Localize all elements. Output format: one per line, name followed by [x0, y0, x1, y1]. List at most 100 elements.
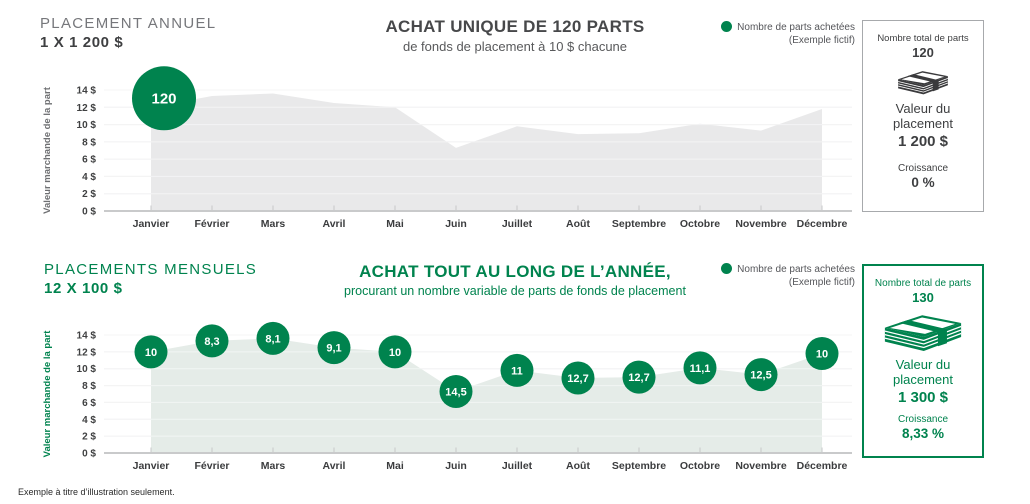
x-tick-label: Juin — [445, 218, 467, 230]
parts-bubble — [500, 353, 534, 387]
x-tick-label: Février — [194, 218, 229, 230]
parts-bubble — [256, 321, 290, 355]
parts-bubble-label: 12,5 — [750, 370, 771, 382]
y-tick-label: 6 $ — [82, 155, 96, 166]
growth-value: 0 % — [911, 175, 935, 191]
x-tick-label: Septembre — [612, 218, 666, 230]
x-tick-label: Avril — [323, 460, 346, 472]
legend-line1: Nombre de parts achetées — [692, 21, 855, 34]
growth-value: 8,33 % — [901, 425, 945, 441]
parts-bubble — [744, 358, 778, 392]
total-parts-label: Nombre total de parts — [874, 278, 972, 289]
legend-label: Nombre de parts achetées — [737, 22, 855, 33]
money-stack-icon — [874, 309, 972, 356]
annual-investment-chart: 0 $ 2 $ 4 $ 6 $ 8 $ 10 $ 12 $ 14 $ Valeur marcha… — [42, 66, 852, 230]
monthly-investments-chart: 0 $ 2 $ 4 $ 6 $ 8 $ 10 $ 12 $ 14 $ Valeur marcha… — [42, 321, 852, 472]
y-tick-label: 10 $ — [77, 364, 97, 375]
parts-bubble-label: 10 — [145, 347, 157, 359]
growth-label: Croissance — [897, 163, 949, 175]
parts-bubble — [134, 335, 168, 369]
legend-dot-icon — [721, 263, 733, 274]
legend-line1: Nombre de parts achetées — [692, 263, 855, 276]
placement-value-label: Valeur du placement — [893, 101, 953, 132]
x-tick-label: Septembre — [612, 460, 666, 472]
annual-title: PLACEMENT ANNUEL — [40, 15, 217, 32]
monthly-chart-title: ACHAT TOUT AU LONG DE L’ANNÉE, — [359, 262, 671, 281]
money-stack-icon — [884, 315, 962, 351]
x-tick-label: Juin — [445, 460, 467, 472]
x-tick-label: Juillet — [502, 460, 533, 472]
y-tick-label: 8 $ — [82, 137, 96, 148]
annual-summary-box: Nombre total de parts 120 Valeur du plac… — [862, 20, 984, 212]
y-tick-label: 10 $ — [77, 120, 97, 131]
parts-bubble-label: 11,1 — [690, 363, 711, 375]
monthly-center-header: ACHAT TOUT AU LONG DE L’ANNÉE, procurant… — [315, 262, 715, 298]
total-parts-value: 120 — [912, 45, 934, 60]
legend-dot-icon — [721, 21, 733, 32]
y-tick-label: 4 $ — [82, 172, 96, 183]
x-tick-label: Août — [566, 460, 590, 472]
monthly-title: PLACEMENTS MENSUELS — [44, 261, 258, 278]
parts-bubble-label: 9,1 — [326, 343, 341, 355]
parts-bubble-label: 12,7 — [567, 373, 588, 385]
x-tick-label: Mai — [386, 218, 404, 230]
total-parts-label: Nombre total de parts — [877, 33, 969, 44]
parts-bubble — [622, 360, 656, 394]
money-stack-icon — [898, 71, 949, 95]
money-stack-icon — [891, 67, 955, 97]
annual-legend: Nombre de parts achetées (Exemple fictif… — [692, 21, 855, 47]
y-tick-label: 14 $ — [77, 331, 97, 342]
x-tick-label: Juillet — [502, 218, 533, 230]
x-tick-label: Octobre — [680, 218, 720, 230]
y-tick-label: 12 $ — [77, 347, 97, 358]
parts-bubble — [561, 361, 595, 395]
disclaimer-footnote: Exemple à titre d’illustration seulement… — [18, 487, 175, 497]
parts-bubble — [439, 374, 473, 408]
parts-bubble — [195, 324, 229, 358]
legend-line2: (Exemple fictif) — [788, 35, 855, 46]
parts-bubble — [683, 351, 717, 385]
area-series — [151, 338, 822, 453]
annual-center-header: ACHAT UNIQUE DE 120 PARTS de fonds de pl… — [315, 17, 715, 54]
annual-chart-subtitle: de fonds de placement à 10 $ chacune — [402, 39, 628, 54]
parts-bubble-label: 11 — [511, 365, 523, 377]
x-tick-label: Mars — [261, 218, 286, 230]
y-tick-label: 0 $ — [82, 449, 96, 460]
area-series — [151, 93, 822, 211]
x-tick-label: Mai — [386, 460, 404, 472]
total-parts-value: 130 — [912, 290, 934, 305]
y-tick-label: 2 $ — [82, 189, 96, 200]
parts-bubble-label: 12,7 — [628, 372, 649, 384]
annual-subtitle: 1 X 1 200 $ — [40, 34, 124, 51]
parts-bubble-label: 8,1 — [265, 333, 280, 345]
x-tick-label: Janvier — [133, 218, 170, 230]
x-tick-label: Novembre — [735, 460, 787, 472]
y-axis-label: Valeur marchande de la part — [42, 330, 53, 458]
y-tick-label: 4 $ — [82, 415, 96, 426]
parts-bubble — [132, 66, 196, 131]
x-tick-label: Décembre — [797, 218, 848, 230]
monthly-header: PLACEMENTS MENSUELS 12 X 100 $ — [44, 261, 257, 297]
placement-value: 1 200 $ — [897, 133, 949, 151]
monthly-subtitle: 12 X 100 $ — [44, 280, 123, 297]
parts-bubble-label: 14,5 — [445, 386, 466, 398]
parts-bubble — [805, 337, 839, 371]
monthly-legend: Nombre de parts achetées (Exemple fictif… — [692, 263, 855, 289]
parts-bubble-label: 10 — [389, 347, 401, 359]
y-tick-label: 2 $ — [82, 432, 96, 443]
parts-bubble-label: 10 — [816, 349, 828, 361]
y-tick-label: 12 $ — [77, 103, 97, 114]
parts-bubble-label: 8,3 — [204, 336, 219, 348]
legend-line2: (Exemple fictif) — [788, 277, 855, 288]
x-tick-label: Février — [194, 460, 229, 472]
growth-label: Croissance — [897, 413, 949, 425]
parts-bubble — [317, 331, 351, 365]
x-tick-label: Janvier — [133, 460, 170, 472]
x-tick-label: Avril — [323, 218, 346, 230]
legend-label: Nombre de parts achetées — [737, 264, 855, 275]
y-tick-label: 0 $ — [82, 207, 96, 218]
y-tick-label: 6 $ — [82, 398, 96, 409]
parts-bubble-label: 120 — [151, 91, 176, 108]
x-tick-label: Novembre — [735, 218, 787, 230]
